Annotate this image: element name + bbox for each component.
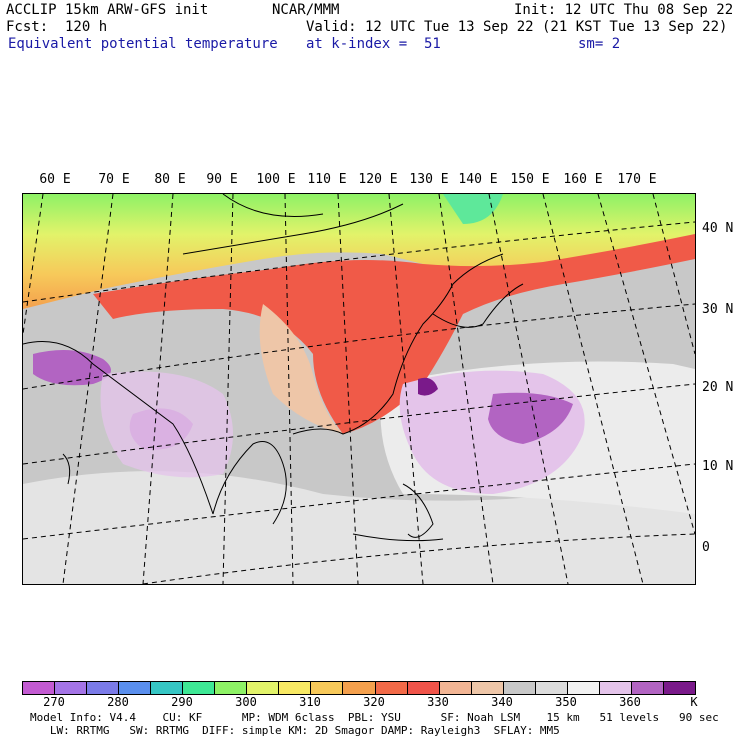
map-panel: [22, 193, 696, 585]
colorbar-swatch: [215, 682, 248, 694]
graticule: [23, 194, 695, 584]
lon-label: 170 E: [617, 172, 657, 187]
lon-label: 100 E: [256, 172, 296, 187]
field-name: Equivalent potential temperature: [8, 36, 278, 52]
northern-band: [23, 194, 695, 309]
lon-label: 110 E: [307, 172, 347, 187]
colorbar-swatch: [599, 682, 632, 694]
colorbar-tick-label: 270: [43, 695, 65, 709]
colorbar-swatch: [119, 682, 152, 694]
level-index: at k-index = 51: [306, 36, 441, 52]
coastlines: [23, 194, 524, 542]
colorbar-swatch: [471, 682, 504, 694]
elevated-theta-e-region: [100, 371, 233, 478]
valid-time: Valid: 12 UTC Tue 13 Sep 22 (21 KST Tue …: [306, 19, 728, 35]
lon-label: 140 E: [458, 172, 498, 187]
colorbar-tick-label: 320: [363, 695, 385, 709]
colorbar-tick-label: 330: [427, 695, 449, 709]
colorbar-swatch: [439, 682, 472, 694]
lon-label: 120 E: [358, 172, 398, 187]
colorbar-tick-label: 310: [299, 695, 321, 709]
lat-label: 20 N: [702, 380, 734, 395]
colorbar-swatch: [279, 682, 312, 694]
cold-pocket: [443, 194, 503, 224]
lon-label: 150 E: [510, 172, 550, 187]
colorbar-tick-label: 340: [491, 695, 513, 709]
colorbar-tick-label: 300: [235, 695, 257, 709]
lon-label: 60 E: [39, 172, 71, 187]
lon-label: 130 E: [409, 172, 449, 187]
colorbar-swatch: [567, 682, 600, 694]
forecast-hour: Fcst: 120 h: [6, 19, 108, 35]
model-info-line-1: Model Info: V4.4 CU: KF MP: WDM 6class P…: [30, 711, 719, 724]
lon-label: 90 E: [206, 172, 238, 187]
colorbar-swatch: [535, 682, 568, 694]
model-info-line-2: LW: RRTMG SW: RRTMG DIFF: simple KM: 2D …: [30, 724, 560, 737]
colorbar: [22, 681, 696, 695]
organization: NCAR/MMM: [272, 2, 340, 18]
lon-label: 70 E: [98, 172, 130, 187]
init-time: Init: 12 UTC Thu 08 Sep 22: [514, 2, 734, 18]
model-title: ACCLIP 15km ARW-GFS init: [6, 2, 209, 18]
theta-e-field: [23, 194, 695, 584]
colorbar-swatch: [23, 682, 56, 694]
plateau-field: [259, 304, 343, 434]
warm-moist-tongue: [93, 234, 695, 434]
colorbar-tick-label: 360: [619, 695, 641, 709]
lon-label: 160 E: [563, 172, 603, 187]
colorbar-swatch: [503, 682, 536, 694]
max-theta-e-patch: [418, 377, 438, 396]
lon-label: 80 E: [154, 172, 186, 187]
colorbar-swatch: [375, 682, 408, 694]
colorbar-swatch: [247, 682, 280, 694]
lat-label: 10 N: [702, 459, 734, 474]
colorbar-swatch: [183, 682, 216, 694]
colorbar-unit: K: [690, 695, 698, 709]
colorbar-tick-label: 350: [555, 695, 577, 709]
colorbar-tick-label: 280: [107, 695, 129, 709]
lat-label: 40 N: [702, 221, 734, 236]
southern-ocean-field: [23, 471, 695, 584]
colorbar-tick-label: 290: [171, 695, 193, 709]
smoothing: sm= 2: [578, 36, 621, 52]
colorbar-swatch: [631, 682, 664, 694]
high-theta-e-patch: [488, 392, 573, 444]
colorbar-swatch: [407, 682, 440, 694]
colorbar-swatch: [343, 682, 376, 694]
colorbar-swatch: [151, 682, 184, 694]
colorbar-swatch: [311, 682, 344, 694]
lat-label: 30 N: [702, 302, 734, 317]
colorbar-swatch: [663, 682, 695, 694]
lat-label: 0: [702, 540, 710, 555]
colorbar-swatch: [87, 682, 120, 694]
colorbar-swatch: [55, 682, 88, 694]
